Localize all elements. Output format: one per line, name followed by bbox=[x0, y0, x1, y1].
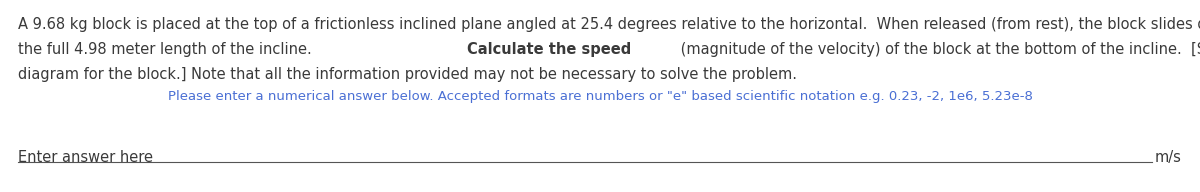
Text: Calculate the speed: Calculate the speed bbox=[467, 42, 631, 57]
Text: A 9.68 kg block is placed at the top of a frictionless inclined plane angled at : A 9.68 kg block is placed at the top of … bbox=[18, 17, 1200, 32]
Text: Enter answer here: Enter answer here bbox=[18, 150, 154, 165]
Text: diagram for the block.] Note that all the information provided may not be necess: diagram for the block.] Note that all th… bbox=[18, 67, 797, 82]
Text: the full 4.98 meter length of the incline.: the full 4.98 meter length of the inclin… bbox=[18, 42, 322, 57]
Text: m/s: m/s bbox=[1156, 150, 1182, 165]
Text: Please enter a numerical answer below. Accepted formats are numbers or "e" based: Please enter a numerical answer below. A… bbox=[168, 90, 1032, 103]
Text: (magnitude of the velocity) of the block at the bottom of the incline.  [Start b: (magnitude of the velocity) of the block… bbox=[676, 42, 1200, 57]
